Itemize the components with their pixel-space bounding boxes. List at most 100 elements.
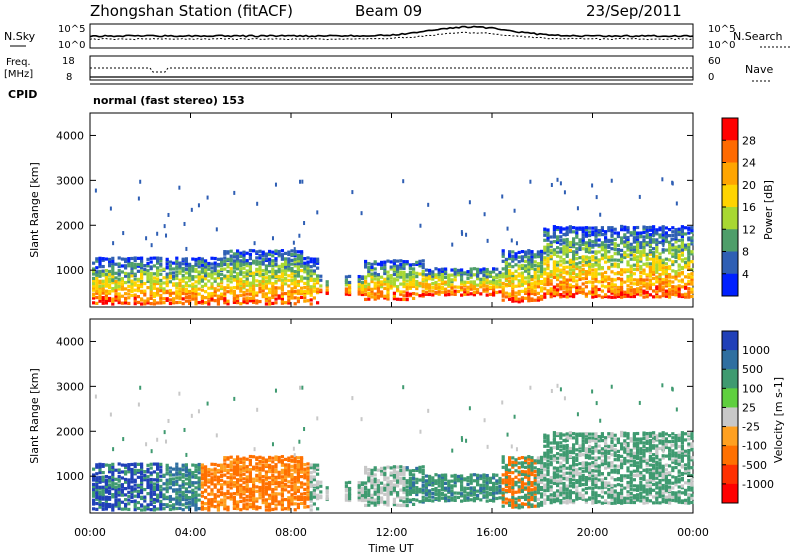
power-cell xyxy=(498,271,501,274)
velocity-cell xyxy=(294,496,297,499)
power-cell xyxy=(159,257,162,260)
velocity-cell xyxy=(233,468,236,471)
power-cell xyxy=(604,271,607,274)
power-cell xyxy=(380,267,383,270)
velocity-cell xyxy=(610,489,613,492)
power-cell xyxy=(223,260,226,263)
velocity-cell xyxy=(572,456,575,459)
velocity-cell xyxy=(204,496,207,499)
power-cell xyxy=(630,293,633,296)
velocity-cell xyxy=(508,475,511,478)
power-cell xyxy=(306,280,309,283)
power-cell xyxy=(175,282,178,285)
power-cell xyxy=(130,262,133,265)
power-cell xyxy=(98,257,101,260)
velocity-cell xyxy=(537,488,540,491)
power-cell xyxy=(422,263,425,266)
power-cell xyxy=(95,257,98,260)
power-cell xyxy=(252,297,255,300)
velocity-cell xyxy=(153,486,156,489)
freq-tick-top: 18 xyxy=(62,56,75,67)
colorbar-swatch xyxy=(722,252,738,275)
power-cell xyxy=(591,281,594,284)
velocity-cell xyxy=(591,487,594,490)
power-cell xyxy=(524,276,527,279)
power-cell xyxy=(319,279,322,282)
velocity-cell xyxy=(297,486,300,489)
power-cell xyxy=(521,296,524,299)
power-cell xyxy=(145,236,147,240)
velocity-cell xyxy=(153,498,156,501)
power-cell xyxy=(626,244,629,247)
velocity-cell xyxy=(527,496,530,499)
power-cell xyxy=(518,264,521,267)
velocity-cell xyxy=(153,470,156,473)
power-cell xyxy=(646,262,649,265)
power-cell xyxy=(118,256,121,259)
power-cell xyxy=(450,283,453,286)
velocity-cell xyxy=(502,473,505,476)
power-cell xyxy=(556,267,559,270)
velocity-cell xyxy=(441,497,444,500)
power-cell xyxy=(668,283,671,286)
velocity-cell xyxy=(271,495,274,498)
velocity-cell xyxy=(390,466,393,469)
power-cell xyxy=(230,267,233,270)
power-cell xyxy=(559,243,562,246)
power-cell xyxy=(511,238,513,242)
power-cell xyxy=(345,279,348,282)
power-cell xyxy=(569,269,572,272)
velocity-cell xyxy=(111,481,114,484)
velocity-cell xyxy=(425,482,428,485)
power-cell xyxy=(316,267,319,270)
power-cell xyxy=(201,275,204,278)
power-cell xyxy=(678,233,681,236)
velocity-cell xyxy=(610,453,613,456)
velocity-cell xyxy=(265,463,268,466)
colorbar-swatch xyxy=(722,229,738,252)
velocity-cell xyxy=(521,456,524,459)
velocity-cell xyxy=(198,487,201,490)
power-cell xyxy=(665,266,668,269)
velocity-cell xyxy=(370,478,373,481)
colorbar-swatch xyxy=(722,274,738,297)
velocity-cell xyxy=(166,471,169,474)
power-cell xyxy=(271,289,274,292)
power-cell xyxy=(310,277,313,280)
velocity-cell xyxy=(607,432,610,435)
velocity-cell xyxy=(121,488,124,491)
power-cell xyxy=(255,279,258,282)
power-cell xyxy=(614,248,617,251)
velocity-cell xyxy=(118,488,121,491)
power-cell xyxy=(626,275,629,278)
power-cell xyxy=(546,243,549,246)
velocity-cell xyxy=(425,489,428,492)
power-cell xyxy=(636,236,639,239)
power-cell xyxy=(671,290,674,293)
velocity-cell xyxy=(191,500,194,503)
power-cell xyxy=(428,293,431,296)
power-cell xyxy=(668,295,671,298)
power-cell xyxy=(386,271,389,274)
power-cell xyxy=(226,270,229,273)
velocity-cell xyxy=(127,491,130,494)
power-cell xyxy=(121,282,124,285)
power-cell xyxy=(399,298,402,301)
velocity-cell xyxy=(278,459,281,462)
velocity-cell xyxy=(588,486,591,489)
power-cell xyxy=(569,249,572,252)
velocity-cell xyxy=(534,499,537,502)
velocity-cell xyxy=(172,498,175,501)
power-cell xyxy=(396,278,399,281)
velocity-cell xyxy=(316,483,319,486)
velocity-cell xyxy=(406,489,409,492)
power-cell xyxy=(457,286,460,289)
power-cell xyxy=(293,241,295,245)
power-cell xyxy=(530,258,533,261)
power-cell xyxy=(255,260,258,263)
power-cell xyxy=(636,248,639,251)
power-cell xyxy=(687,258,690,261)
power-cell xyxy=(434,267,437,270)
velocity-cell xyxy=(255,466,258,469)
power-cell xyxy=(553,265,556,268)
